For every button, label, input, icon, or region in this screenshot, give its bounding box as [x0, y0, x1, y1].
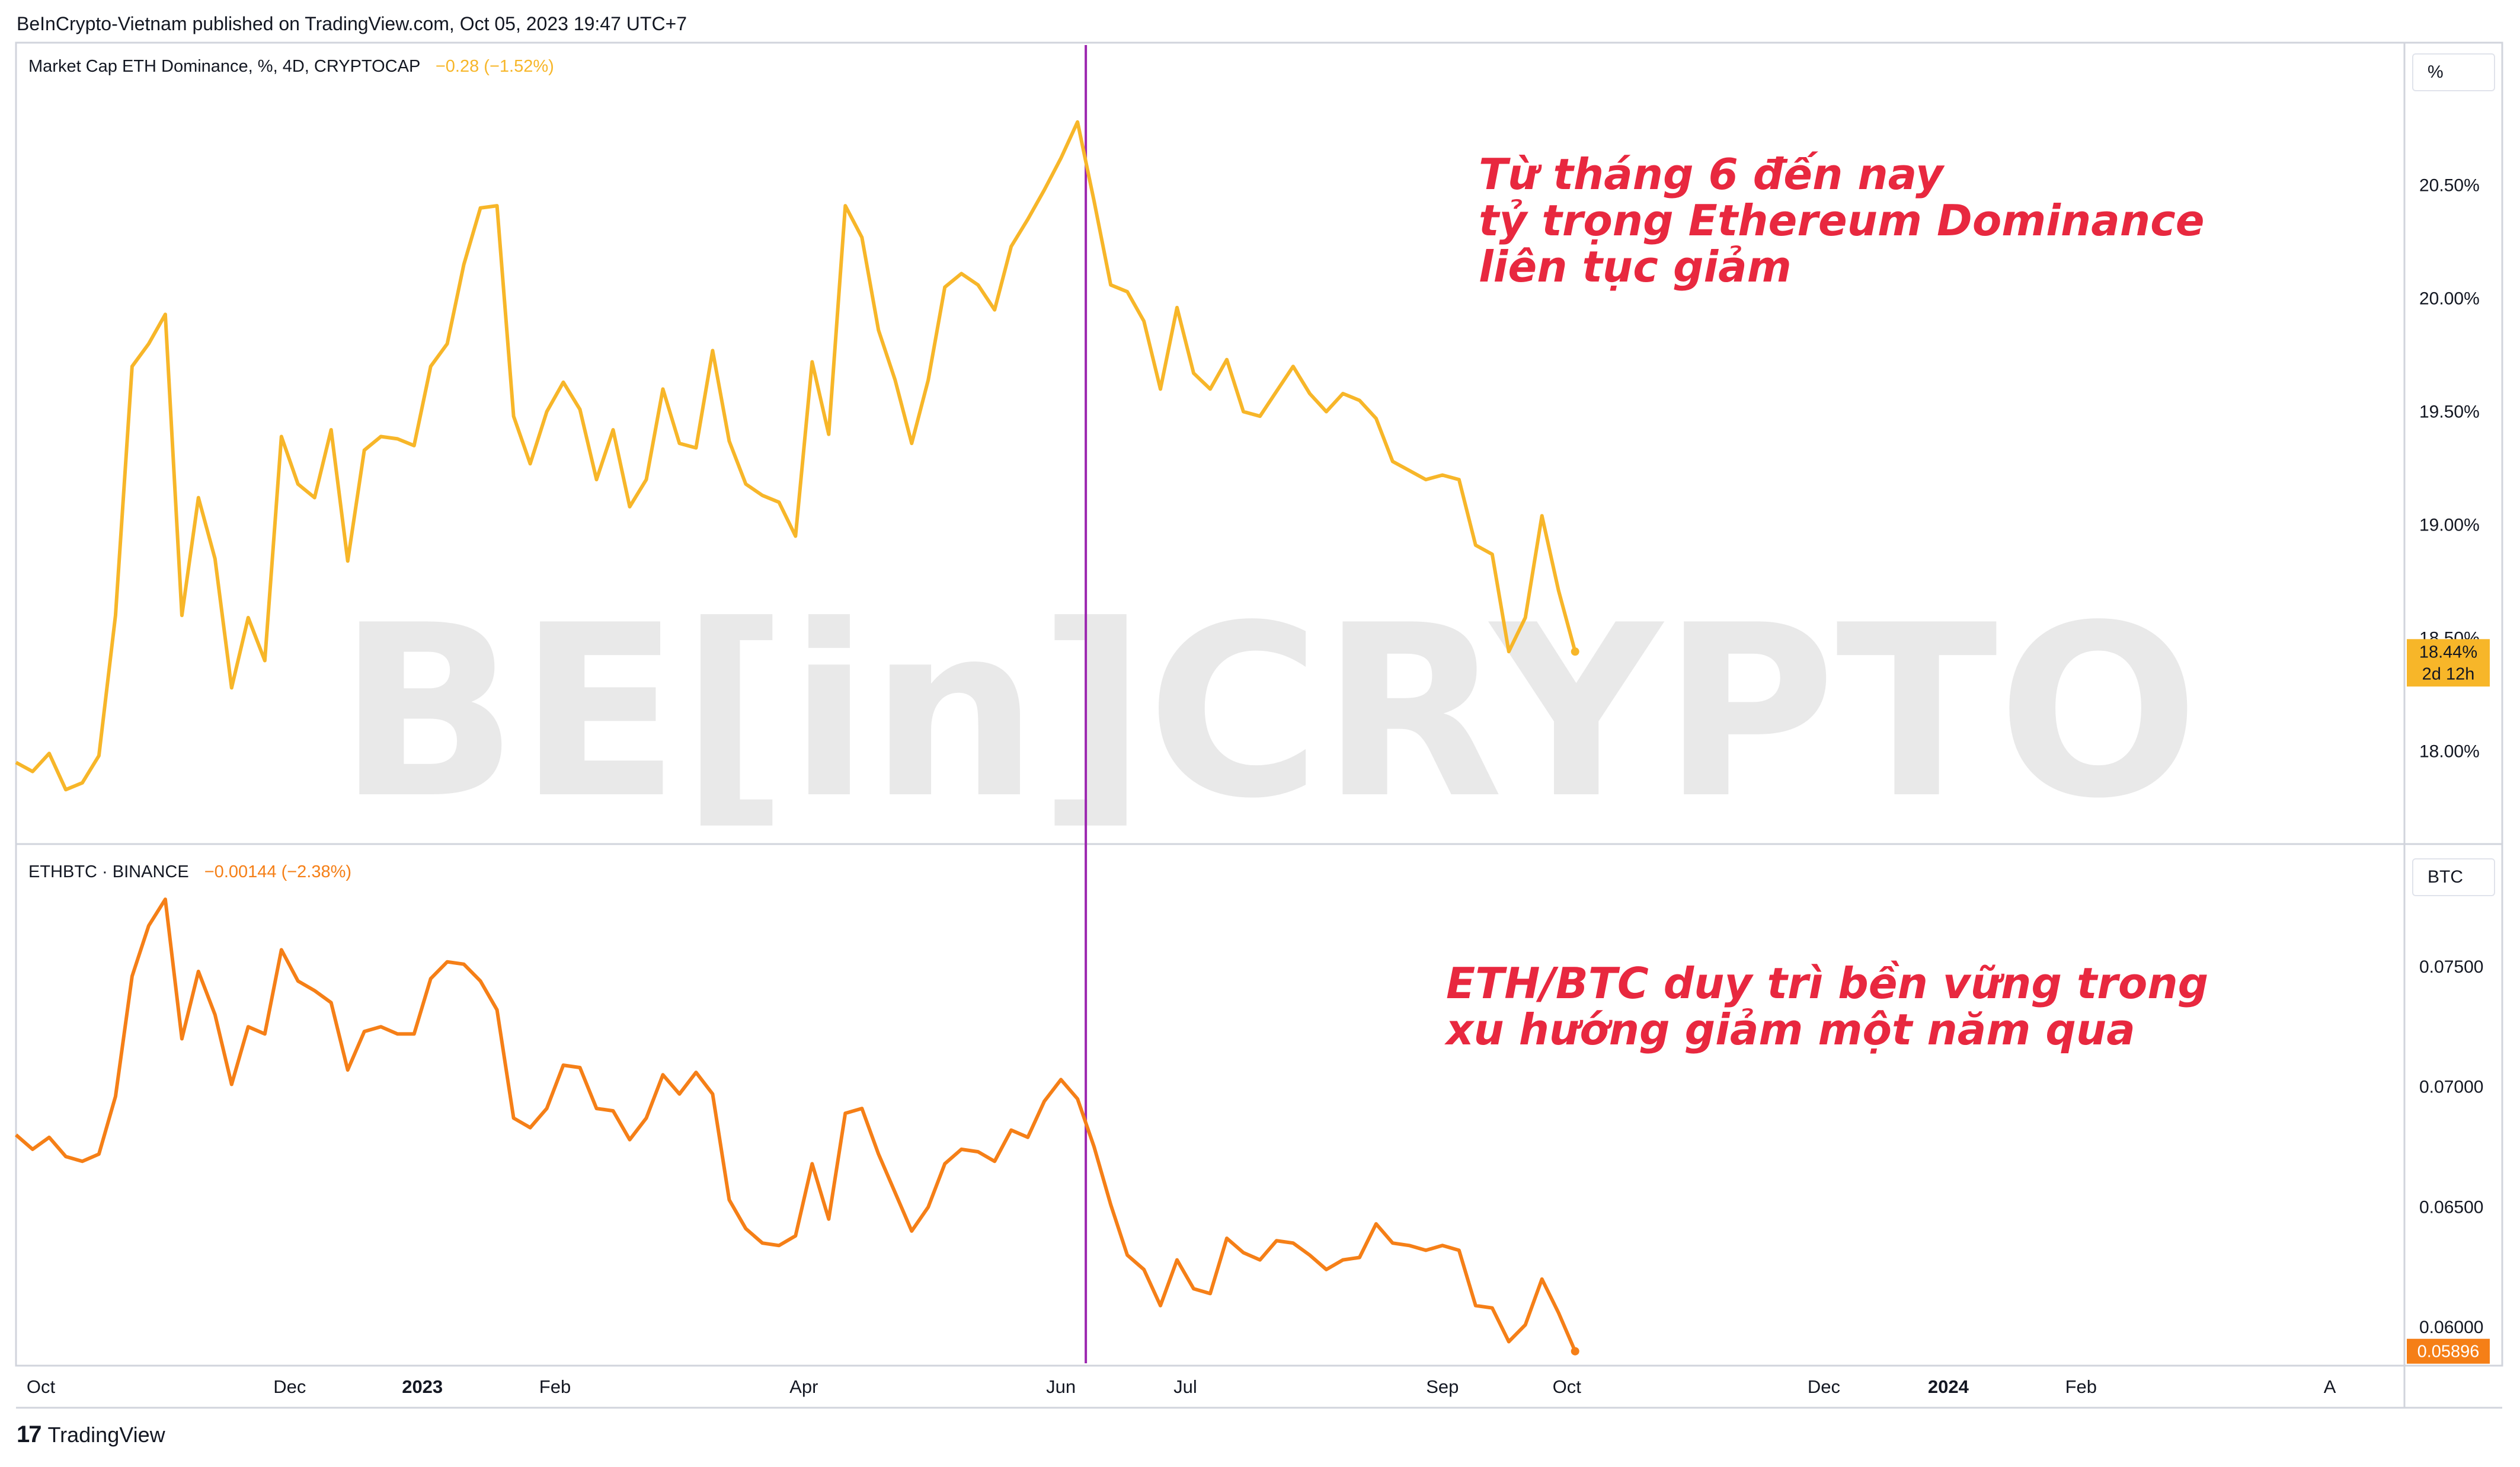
ethbtc-annotation: ETH/BTC duy trì bền vững trong xu hướng …	[1446, 958, 2209, 1054]
ethbtc-y-tick-2: 0.06500	[2419, 1197, 2483, 1217]
ethbtc-unit-button[interactable]: BTC	[2412, 858, 2495, 896]
dominance-unit-button[interactable]: %	[2412, 53, 2495, 91]
x-tick-10: 2024	[1928, 1376, 1969, 1397]
dominance-y-tick-1: 20.00%	[2419, 289, 2480, 309]
ethbtc-y-tick-3: 0.06000	[2419, 1318, 2483, 1337]
x-tick-3: Feb	[539, 1376, 571, 1397]
x-tick-7: Sep	[1426, 1376, 1459, 1397]
ethbtc-y-tick-1: 0.07000	[2419, 1078, 2483, 1097]
x-tick-9: Dec	[1808, 1376, 1840, 1397]
ethbtc-last-point	[1571, 1347, 1579, 1356]
x-tick-1: Dec	[273, 1376, 306, 1397]
x-tick-4: Apr	[789, 1376, 818, 1397]
footer-brand: 17 TradingView	[17, 1421, 165, 1448]
ethbtc-legend: ETHBTC · BINANCE −0.00144 (−2.38%)	[28, 862, 351, 882]
dominance-line	[15, 120, 1577, 792]
ethbtc-last-value-label: 0.05896	[2417, 1343, 2480, 1361]
ethbtc-line	[15, 897, 1577, 1352]
publish-header: BeInCrypto-Vietnam published on TradingV…	[17, 13, 687, 34]
dominance-countdown-label: 2d 12h	[2422, 664, 2475, 683]
dominance-annotation: Từ tháng 6 đến nay tỷ trọng Ethereum Dom…	[1479, 149, 2205, 292]
ethbtc-y-tick-0: 0.07500	[2419, 957, 2483, 977]
ethbtc-legend-name: ETHBTC · BINANCE	[28, 862, 189, 881]
x-tick-8: Oct	[1553, 1376, 1582, 1397]
x-tick-5: Jun	[1046, 1376, 1076, 1397]
footer-brand-label: TradingView	[47, 1422, 165, 1447]
tradingview-logo-icon: 17	[17, 1421, 41, 1447]
dominance-last-value-label: 18.44%	[2419, 643, 2477, 661]
dominance-last-value-box	[2407, 639, 2490, 687]
watermark: BE[in]CRYPTO	[337, 575, 2199, 851]
dominance-legend: Market Cap ETH Dominance, %, 4D, CRYPTOC…	[28, 57, 554, 76]
dominance-legend-change: −0.28 (−1.52%)	[435, 57, 554, 76]
x-tick-6: Jul	[1173, 1376, 1197, 1397]
dominance-y-tick-5: 18.00%	[2419, 742, 2480, 761]
bottom-pane-frame	[15, 843, 2503, 1367]
dominance-y-tick-3: 19.00%	[2419, 516, 2480, 535]
dominance-legend-name: Market Cap ETH Dominance, %, 4D, CRYPTOC…	[28, 57, 420, 76]
ethbtc-last-value-box	[2407, 1338, 2490, 1364]
ethbtc-legend-change: −0.00144 (−2.38%)	[204, 862, 352, 881]
dominance-y-tick-0: 20.50%	[2419, 176, 2480, 196]
x-tick-11: Feb	[2065, 1376, 2097, 1397]
dominance-y-tick-2: 19.50%	[2419, 402, 2480, 422]
x-tick-0: Oct	[27, 1376, 56, 1397]
x-tick-12: A	[2324, 1376, 2336, 1397]
x-tick-2: 2023	[402, 1376, 443, 1397]
dominance-last-point	[1571, 647, 1579, 656]
